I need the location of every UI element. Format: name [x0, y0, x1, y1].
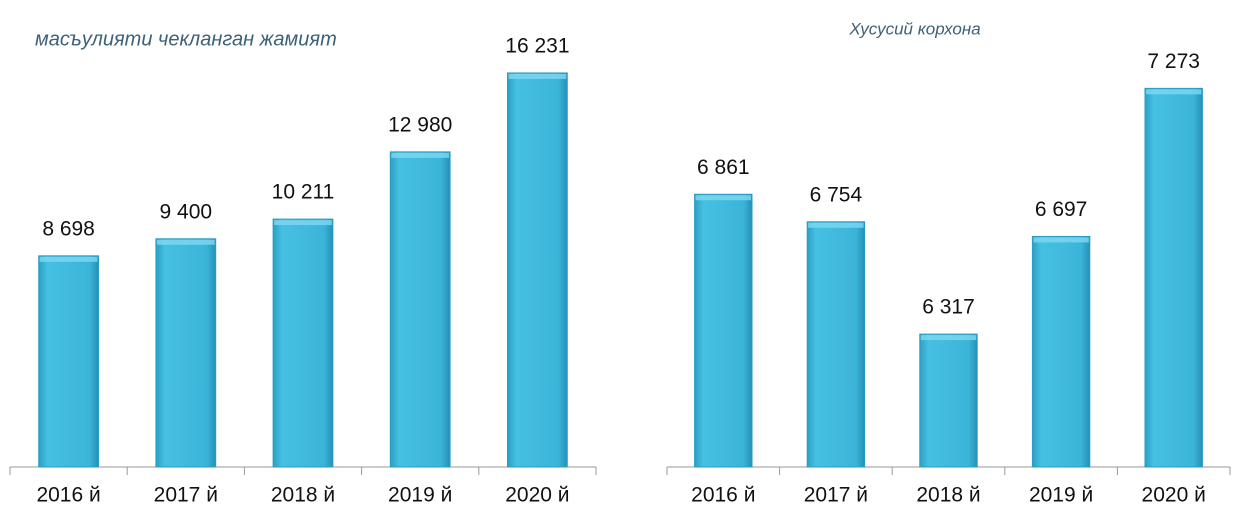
bar-bevel: [39, 256, 98, 262]
x-tick-label: 2017 й: [804, 484, 868, 507]
data-label: 6 317: [922, 296, 975, 319]
bar-bevel: [1033, 237, 1089, 243]
bar: [507, 72, 568, 468]
bar-bevel: [156, 239, 215, 245]
data-label: 6 861: [697, 156, 750, 179]
x-tick-label: 2019 й: [1029, 484, 1093, 507]
data-label: 6 697: [1035, 198, 1088, 221]
data-label: 9 400: [160, 200, 213, 223]
bar-bevel: [808, 222, 864, 228]
bar: [919, 333, 978, 468]
x-tick-label: 2016 й: [691, 484, 755, 507]
x-tick-label: 2020 й: [1142, 484, 1206, 507]
data-label: 10 211: [272, 181, 335, 204]
data-label: 6 754: [810, 183, 863, 206]
bar-bevel: [695, 195, 752, 201]
bar: [389, 151, 451, 468]
x-tick-label: 2018 й: [271, 484, 335, 507]
bar-bevel: [508, 73, 567, 79]
bar: [1031, 235, 1091, 468]
data-label: 12 980: [388, 113, 452, 136]
chart-title: Хусусий корхона: [848, 19, 980, 38]
x-tick-label: 2017 й: [154, 484, 218, 507]
data-label: 16 231: [505, 34, 569, 57]
x-tick-label: 2016 й: [36, 484, 100, 507]
bar: [272, 218, 334, 468]
bar: [806, 221, 866, 468]
bar: [155, 238, 217, 468]
x-tick-label: 2018 й: [916, 484, 980, 507]
x-tick-label: 2020 й: [505, 484, 569, 507]
bar-bevel: [274, 220, 332, 226]
x-tick-label: 2019 й: [388, 484, 452, 507]
bar-bevel: [391, 152, 450, 158]
chart-title: масъулияти чекланган жамият: [35, 28, 337, 50]
bar: [1144, 87, 1203, 468]
data-label: 8 698: [42, 217, 95, 240]
bar: [38, 255, 99, 468]
bar-bevel: [1145, 89, 1202, 95]
data-label: 7 273: [1147, 50, 1200, 73]
bar: [694, 193, 753, 468]
bar-bevel: [920, 335, 977, 341]
